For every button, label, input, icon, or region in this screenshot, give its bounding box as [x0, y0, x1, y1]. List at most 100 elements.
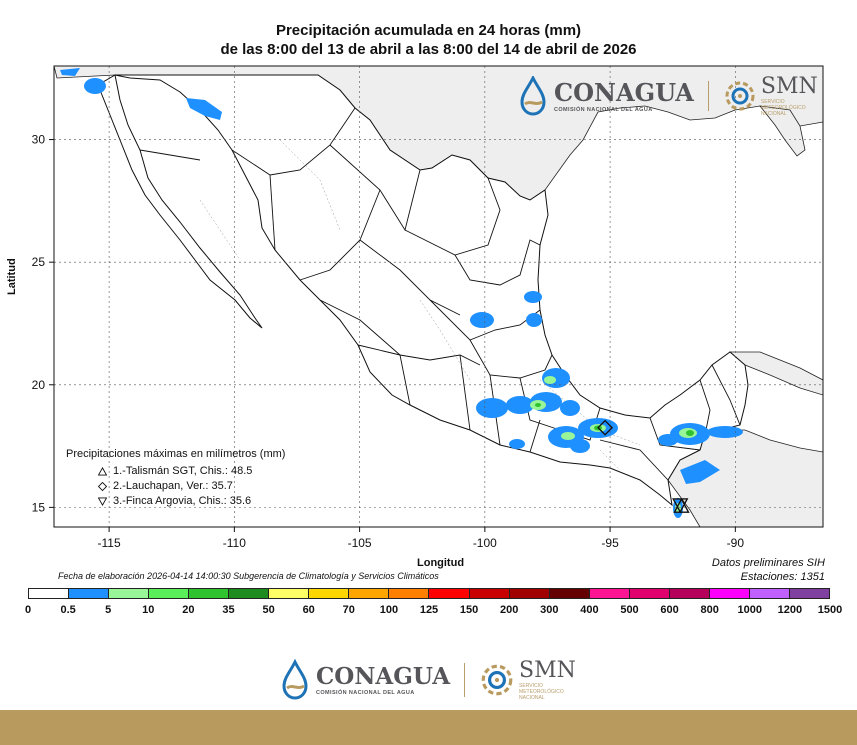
scale-label: 10 [142, 604, 155, 616]
scale-swatch [109, 589, 150, 598]
maxima-item-text: 2.-Lauchapan, Ver.: 35.7 [113, 480, 233, 492]
station-marker-diamond [597, 419, 614, 436]
brand-block-bottom: CONAGUA COMISIÓN NACIONAL DEL AGUA SMN S… [280, 658, 576, 701]
data-source-note: Datos preliminares SIH Estaciones: 1351 [712, 556, 825, 584]
smn-sub-3: NACIONAL [519, 695, 545, 701]
y-tick-label: 25 [32, 255, 46, 269]
scale-label: 500 [620, 604, 639, 616]
smn-wordmark: SMN [519, 658, 576, 683]
scale-label: 1000 [737, 604, 763, 616]
brand-separator [707, 80, 709, 111]
maxima-item-2: 2.-Lauchapan, Ver.: 35.7 [66, 479, 285, 494]
scale-label: 300 [540, 604, 559, 616]
smn-sub-1: SERVICIO [519, 683, 543, 689]
scale-label: 125 [419, 604, 439, 616]
rain-areas [60, 68, 743, 518]
smn-sub-2: METEOROLÓGICO [519, 689, 564, 695]
scale-swatch [749, 589, 790, 598]
scale-swatch [589, 589, 630, 598]
scale-label: 100 [379, 604, 399, 616]
x-axis-ticks: -115 -110 -105 -100 -95 -90 [98, 527, 744, 550]
y-tick-label: 30 [32, 133, 46, 147]
station-marker-triangle-up [673, 497, 690, 513]
maxima-legend-title: Precipitaciones máximas en milímetros (m… [66, 448, 286, 460]
smn-swirl-icon [725, 81, 755, 110]
datos-preliminares: Datos preliminares SIH [711, 557, 825, 569]
smn-swirl-icon [481, 664, 513, 695]
maxima-legend: Precipitaciones máximas en milímetros (m… [66, 447, 285, 509]
estaciones-count: Estaciones: 1351 [740, 571, 825, 583]
scale-label: 1500 [817, 604, 843, 616]
y-tick-label: 20 [32, 378, 46, 392]
scale-swatch [149, 589, 190, 598]
baja-california-land [97, 74, 263, 329]
scale-swatch [429, 589, 470, 598]
smn-wordmark: SMN [760, 74, 818, 99]
x-tick-label: -100 [473, 536, 497, 550]
conagua-drop-icon [282, 658, 308, 700]
triangle-up-icon [98, 467, 107, 476]
conagua-drop-icon [520, 75, 546, 116]
y-axis-ticks: 15 20 25 30 [32, 133, 54, 514]
y-axis-title: Latitud [6, 258, 18, 295]
scale-label: 5 [105, 604, 112, 616]
conagua-subtitle: COMISIÓN NACIONAL DEL AGUA [554, 107, 653, 113]
conagua-wordmark: CONAGUA [554, 78, 694, 107]
scale-swatch [509, 589, 550, 598]
scale-swatch [269, 589, 310, 598]
scale-swatch [229, 589, 270, 598]
mexico-land [114, 74, 749, 507]
scale-label: 400 [580, 604, 599, 616]
triangle-down-icon [98, 497, 107, 506]
maxima-item-3: 3.-Finca Argovia, Chis.: 35.6 [66, 494, 285, 509]
scale-swatch [629, 589, 670, 598]
scale-swatch [349, 589, 390, 598]
scale-swatch [189, 589, 230, 598]
map-title: Precipitación acumulada en 24 horas (mm) [275, 22, 582, 39]
scale-swatch [789, 589, 829, 598]
scale-label: 60 [302, 604, 315, 616]
precip-color-scale [28, 588, 830, 599]
y-tick-label: 15 [32, 500, 46, 514]
scale-swatch [69, 589, 110, 598]
scale-label: 600 [660, 604, 679, 616]
scale-swatch [309, 589, 350, 598]
station-markers [597, 419, 690, 514]
scale-swatch [469, 589, 510, 598]
brand-separator [464, 662, 466, 697]
scale-label: 800 [700, 604, 719, 616]
smn-sub-3: NACIONAL [760, 111, 787, 117]
x-tick-label: -115 [98, 536, 121, 550]
station-marker-triangle-down [672, 498, 689, 514]
rain-area-ne-baja [60, 68, 80, 76]
scale-label: 0 [24, 604, 32, 616]
scale-swatch [709, 589, 750, 598]
precip-scale-labels: 0 0.5 5 10 20 35 50 60 70 100 125 150 200 300 400 500 60… [0, 604, 857, 620]
x-tick-label: -110 [223, 536, 246, 550]
conagua-wordmark: CONAGUA [316, 663, 451, 690]
scale-swatch [389, 589, 430, 598]
scale-label: 150 [459, 604, 479, 616]
footer-band [0, 710, 857, 745]
map-frame [53, 65, 824, 528]
brand-block-top: CONAGUA COMISIÓN NACIONAL DEL AGUA SMN S… [518, 74, 818, 117]
smn-sub-1: SERVICIO [760, 99, 785, 105]
scale-swatch [549, 589, 590, 598]
scale-label: 50 [262, 604, 275, 616]
x-axis-title: Longitud [417, 557, 465, 569]
conagua-subtitle: COMISIÓN NACIONAL DEL AGUA [316, 690, 415, 696]
diamond-icon [98, 482, 107, 491]
cuba-land [728, 351, 823, 396]
map-subtitle: de las 8:00 del 13 de abril a las 8:00 d… [220, 41, 637, 58]
scale-label: 20 [182, 604, 195, 616]
maxima-item-text: 3.-Finca Argovia, Chis.: 35.6 [113, 495, 252, 507]
scale-label: 70 [342, 604, 355, 616]
internal-boundaries [199, 139, 641, 471]
scale-label: 1200 [777, 604, 803, 616]
scale-swatch [29, 589, 70, 598]
maxima-item-text: 1.-Talismán SGT, Chis.: 48.5 [113, 465, 253, 477]
smn-sub-2: METEOROLÓGICO [760, 105, 806, 111]
scale-label: 200 [500, 604, 519, 616]
scale-label: 0.5 [60, 604, 76, 616]
florida-land [759, 105, 806, 157]
